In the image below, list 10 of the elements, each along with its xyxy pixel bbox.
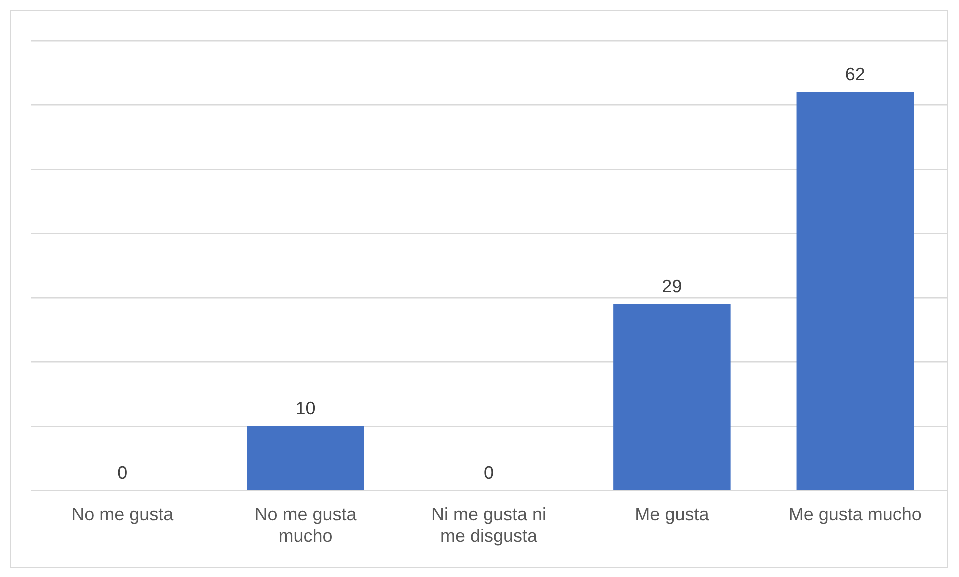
data-label: 0 <box>118 462 128 483</box>
x-tick-label: Me gusta <box>635 504 710 525</box>
x-tick-label: No me gusta mucho <box>254 504 358 546</box>
data-label: 29 <box>662 276 682 296</box>
x-tick-label: No me gusta <box>72 504 175 525</box>
data-label: 0 <box>484 462 494 483</box>
x-tick-label: Me gusta mucho <box>788 504 922 525</box>
data-label: 10 <box>296 398 316 419</box>
data-label: 62 <box>845 64 866 84</box>
x-tick-label: Ni me gusta ni me disgusta <box>431 504 547 546</box>
